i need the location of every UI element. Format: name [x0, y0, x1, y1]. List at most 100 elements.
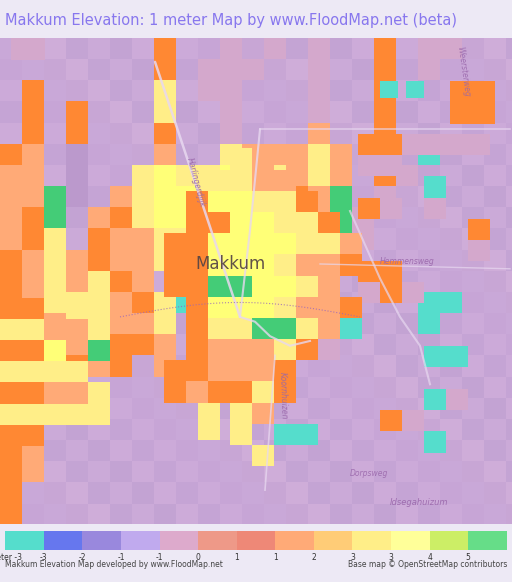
Bar — [374, 165, 396, 186]
Bar — [374, 59, 396, 80]
Bar — [66, 356, 88, 377]
Bar — [132, 334, 154, 356]
Bar — [418, 80, 440, 101]
Bar — [44, 419, 66, 440]
Bar — [242, 377, 264, 398]
Bar — [198, 165, 220, 186]
Bar — [154, 482, 176, 503]
Bar — [88, 38, 110, 59]
Bar — [468, 134, 490, 155]
Bar — [424, 176, 446, 197]
Bar — [132, 123, 154, 144]
Bar — [110, 144, 132, 165]
Bar — [396, 482, 418, 503]
Bar — [462, 334, 484, 356]
Bar — [88, 503, 110, 524]
Bar — [506, 101, 512, 123]
Bar — [468, 531, 507, 551]
Bar — [220, 101, 242, 123]
Bar — [44, 377, 66, 398]
Bar — [0, 419, 22, 440]
Bar — [22, 292, 44, 313]
Bar — [374, 482, 396, 503]
Bar — [396, 123, 418, 144]
Bar — [11, 38, 34, 60]
Bar — [132, 313, 154, 334]
Bar — [274, 339, 296, 360]
Bar — [506, 228, 512, 250]
Bar — [286, 228, 308, 250]
Bar — [198, 292, 220, 313]
Bar — [154, 440, 176, 462]
Bar — [44, 334, 66, 356]
Bar — [380, 81, 398, 98]
Bar — [308, 38, 330, 59]
Bar — [44, 292, 66, 313]
Bar — [198, 123, 220, 144]
Bar — [132, 482, 154, 503]
Bar — [308, 186, 330, 207]
Bar — [110, 356, 132, 377]
Bar — [44, 319, 88, 340]
Bar — [296, 254, 340, 275]
Bar — [330, 356, 352, 377]
Bar — [264, 356, 286, 377]
Bar — [22, 165, 44, 186]
Bar — [22, 80, 44, 101]
Bar — [44, 340, 66, 361]
Bar — [88, 186, 110, 207]
Bar — [462, 38, 484, 59]
Bar — [352, 144, 374, 165]
Bar — [264, 101, 286, 123]
Bar — [308, 228, 330, 250]
Bar — [506, 334, 512, 356]
Bar — [44, 228, 66, 250]
Bar — [66, 123, 88, 144]
Bar — [396, 334, 418, 356]
Bar — [0, 297, 44, 319]
Bar — [440, 250, 462, 271]
Bar — [154, 59, 176, 80]
Bar — [418, 313, 440, 334]
Bar — [44, 250, 66, 271]
Bar — [88, 382, 110, 403]
Bar — [154, 38, 176, 59]
Bar — [286, 503, 308, 524]
Bar — [308, 207, 330, 228]
Bar — [132, 462, 154, 482]
Bar — [220, 377, 242, 398]
Bar — [418, 334, 440, 356]
Bar — [220, 144, 242, 165]
Text: 2: 2 — [311, 553, 316, 562]
Bar — [220, 165, 242, 186]
Bar — [230, 424, 252, 445]
Bar — [110, 271, 132, 292]
Text: 4: 4 — [427, 553, 432, 562]
Bar — [418, 38, 440, 59]
Bar — [308, 123, 330, 144]
Bar — [198, 144, 220, 165]
Bar — [110, 123, 132, 144]
Text: Makkum: Makkum — [195, 255, 265, 273]
Bar — [374, 356, 396, 377]
Bar — [274, 381, 296, 403]
Bar — [352, 503, 374, 524]
Bar — [0, 377, 22, 398]
Bar — [506, 271, 512, 292]
Bar — [308, 356, 330, 377]
Bar — [198, 80, 220, 101]
Bar — [352, 398, 374, 419]
Bar — [154, 503, 176, 524]
Bar — [374, 80, 396, 101]
Bar — [242, 165, 264, 186]
Bar — [274, 360, 296, 381]
Bar — [352, 356, 374, 377]
Bar — [440, 313, 462, 334]
Bar — [110, 80, 132, 101]
Bar — [220, 292, 242, 313]
Bar — [296, 339, 318, 360]
Bar — [242, 271, 264, 292]
Bar — [0, 165, 22, 186]
Bar — [374, 398, 396, 419]
Bar — [396, 292, 418, 313]
